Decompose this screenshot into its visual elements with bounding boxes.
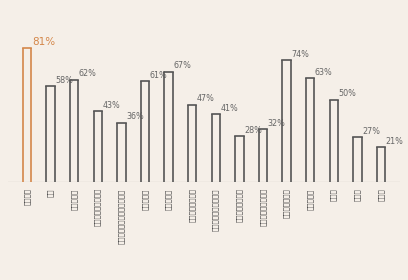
Text: 61%: 61% bbox=[150, 71, 167, 80]
Text: 21%: 21% bbox=[386, 137, 404, 146]
Text: 62%: 62% bbox=[79, 69, 97, 78]
Text: 74%: 74% bbox=[291, 50, 309, 59]
Text: 43%: 43% bbox=[102, 101, 120, 110]
Text: 47%: 47% bbox=[197, 94, 215, 103]
Text: 67%: 67% bbox=[173, 61, 191, 70]
Text: 58%: 58% bbox=[55, 76, 73, 85]
Text: 63%: 63% bbox=[315, 68, 333, 77]
Text: 32%: 32% bbox=[268, 119, 286, 128]
Text: 50%: 50% bbox=[339, 89, 356, 98]
Text: 41%: 41% bbox=[220, 104, 238, 113]
Text: 81%: 81% bbox=[32, 37, 55, 47]
Text: 28%: 28% bbox=[244, 125, 262, 134]
Text: 27%: 27% bbox=[362, 127, 380, 136]
Text: 36%: 36% bbox=[126, 112, 144, 121]
